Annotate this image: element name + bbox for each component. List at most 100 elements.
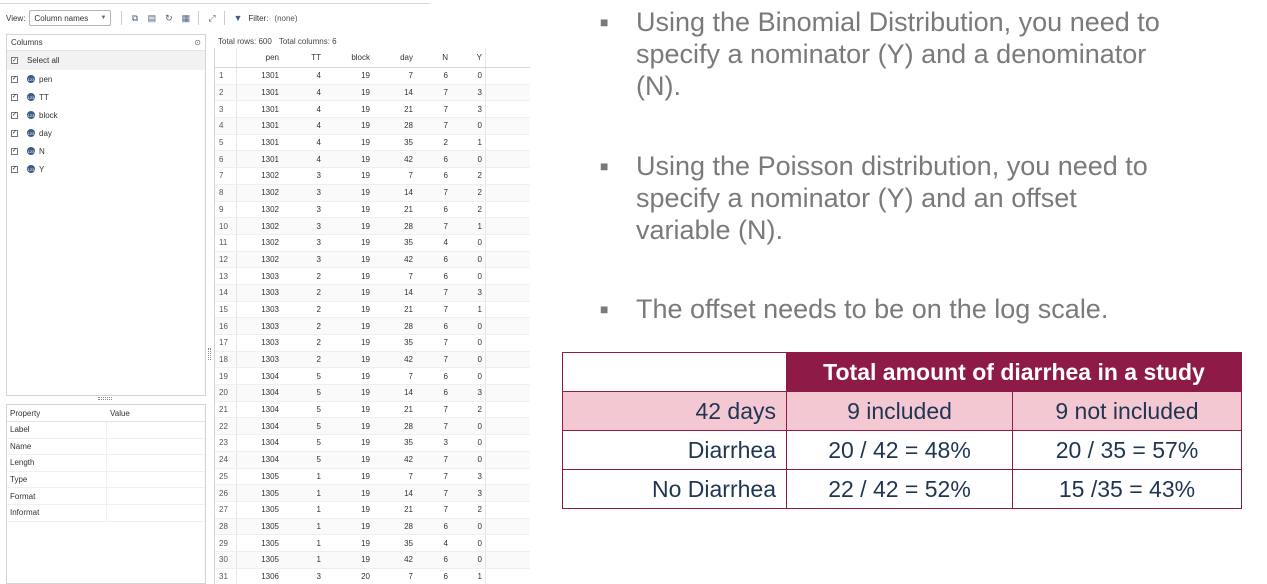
cell-day[interactable]: 35 bbox=[404, 438, 413, 448]
cell-tt[interactable]: 5 bbox=[316, 438, 321, 448]
cell-day[interactable]: 28 bbox=[404, 521, 413, 531]
cell-tt[interactable]: 5 bbox=[316, 405, 321, 415]
cell-n[interactable]: 7 bbox=[443, 288, 448, 298]
cell-tt[interactable]: 5 bbox=[316, 388, 321, 398]
cell-y[interactable]: 0 bbox=[477, 355, 482, 365]
cell-block[interactable]: 19 bbox=[361, 371, 370, 381]
cell-y[interactable]: 2 bbox=[477, 505, 482, 515]
cell-y[interactable]: 1 bbox=[477, 304, 482, 314]
row-number[interactable]: 25 bbox=[215, 468, 237, 485]
cell-pen[interactable]: 1303 bbox=[261, 321, 279, 331]
cell-pen[interactable]: 1304 bbox=[261, 421, 279, 431]
cell-block[interactable]: 19 bbox=[361, 154, 370, 164]
row-number[interactable]: 11 bbox=[215, 234, 237, 251]
cell-tt[interactable]: 3 bbox=[316, 221, 321, 231]
cell-block[interactable]: 19 bbox=[361, 488, 370, 498]
cell-n[interactable]: 4 bbox=[443, 238, 448, 248]
column-item-n[interactable]: ✓ 123 N bbox=[7, 142, 205, 160]
cell-day[interactable]: 28 bbox=[404, 421, 413, 431]
cell-block[interactable]: 19 bbox=[361, 505, 370, 515]
cell-tt[interactable]: 4 bbox=[316, 154, 321, 164]
cell-y[interactable]: 2 bbox=[477, 405, 482, 415]
cell-pen[interactable]: 1301 bbox=[261, 138, 279, 148]
cell-tt[interactable]: 1 bbox=[316, 505, 321, 515]
cell-block[interactable]: 19 bbox=[361, 421, 370, 431]
row-number[interactable]: 19 bbox=[215, 368, 237, 385]
cell-y[interactable]: 3 bbox=[477, 288, 482, 298]
cell-day[interactable]: 35 bbox=[404, 138, 413, 148]
cell-day[interactable]: 42 bbox=[404, 555, 413, 565]
cell-y[interactable]: 0 bbox=[477, 254, 482, 264]
table-row[interactable]: 29 1305 1 19 35 4 0 bbox=[215, 535, 530, 552]
cell-tt[interactable]: 2 bbox=[316, 338, 321, 348]
row-number[interactable]: 17 bbox=[215, 335, 237, 351]
cell-n[interactable]: 7 bbox=[443, 88, 448, 98]
cell-tt[interactable]: 4 bbox=[316, 121, 321, 131]
table-row[interactable]: 5 1301 4 19 35 2 1 bbox=[215, 134, 530, 152]
cell-day[interactable]: 28 bbox=[404, 221, 413, 231]
cell-tt[interactable]: 4 bbox=[316, 88, 321, 98]
row-number[interactable]: 12 bbox=[215, 251, 237, 268]
cell-day[interactable]: 7 bbox=[408, 271, 413, 281]
cell-block[interactable]: 19 bbox=[361, 71, 370, 81]
cell-y[interactable]: 2 bbox=[477, 204, 482, 214]
cell-y[interactable]: 0 bbox=[477, 555, 482, 565]
cell-tt[interactable]: 5 bbox=[316, 421, 321, 431]
row-number[interactable]: 26 bbox=[215, 485, 237, 501]
cell-pen[interactable]: 1301 bbox=[261, 71, 279, 81]
cell-n[interactable]: 7 bbox=[443, 338, 448, 348]
cell-block[interactable]: 19 bbox=[361, 271, 370, 281]
table-row[interactable]: 26 1305 1 19 14 7 3 bbox=[215, 485, 530, 502]
column-item-tt[interactable]: ✓ 123 TT bbox=[7, 88, 205, 106]
cell-n[interactable]: 6 bbox=[443, 71, 448, 81]
cell-pen[interactable]: 1302 bbox=[261, 188, 279, 198]
cell-n[interactable]: 7 bbox=[443, 505, 448, 515]
cell-y[interactable]: 0 bbox=[477, 321, 482, 331]
cell-day[interactable]: 7 bbox=[408, 471, 413, 481]
cell-block[interactable]: 19 bbox=[361, 204, 370, 214]
cell-n[interactable]: 7 bbox=[443, 455, 448, 465]
cell-pen[interactable]: 1302 bbox=[261, 171, 279, 181]
table-row[interactable]: 18 1303 2 19 42 7 0 bbox=[215, 351, 530, 369]
row-number[interactable]: 21 bbox=[215, 401, 237, 418]
cell-day[interactable]: 7 bbox=[408, 571, 413, 581]
cell-day[interactable]: 42 bbox=[404, 154, 413, 164]
cell-pen[interactable]: 1301 bbox=[261, 154, 279, 164]
cell-block[interactable]: 19 bbox=[361, 221, 370, 231]
cell-y[interactable]: 1 bbox=[477, 571, 482, 581]
column-checkbox[interactable]: ✓ bbox=[11, 93, 18, 101]
cell-y[interactable]: 1 bbox=[477, 138, 482, 148]
cell-block[interactable]: 19 bbox=[361, 88, 370, 98]
cell-day[interactable]: 28 bbox=[404, 321, 413, 331]
cell-pen[interactable]: 1302 bbox=[261, 238, 279, 248]
cell-pen[interactable]: 1303 bbox=[261, 338, 279, 348]
row-number[interactable]: 6 bbox=[215, 151, 237, 168]
row-number[interactable]: 10 bbox=[215, 218, 237, 234]
cell-y[interactable]: 0 bbox=[477, 438, 482, 448]
cell-pen[interactable]: 1302 bbox=[261, 221, 279, 231]
cell-day[interactable]: 7 bbox=[408, 71, 413, 81]
column-header-y[interactable]: Y bbox=[476, 53, 482, 62]
column-header-tt[interactable]: TT bbox=[311, 53, 321, 62]
cell-pen[interactable]: 1302 bbox=[261, 204, 279, 214]
cell-n[interactable]: 6 bbox=[443, 321, 448, 331]
cell-pen[interactable]: 1303 bbox=[261, 304, 279, 314]
row-number[interactable]: 7 bbox=[215, 168, 237, 184]
cell-n[interactable]: 3 bbox=[443, 438, 448, 448]
cell-pen[interactable]: 1304 bbox=[261, 438, 279, 448]
cell-day[interactable]: 21 bbox=[404, 104, 413, 114]
row-number[interactable]: 8 bbox=[215, 184, 237, 201]
cell-block[interactable]: 19 bbox=[361, 471, 370, 481]
cell-y[interactable]: 0 bbox=[477, 538, 482, 548]
table-row[interactable]: 24 1304 5 19 42 7 0 bbox=[215, 451, 530, 469]
table-row[interactable]: 28 1305 1 19 28 6 0 bbox=[215, 518, 530, 536]
options-icon[interactable]: ⊙ bbox=[194, 38, 201, 47]
column-checkbox[interactable]: ✓ bbox=[11, 111, 18, 119]
table-row[interactable]: 9 1302 3 19 21 6 2 bbox=[215, 201, 530, 219]
row-number[interactable]: 29 bbox=[215, 535, 237, 551]
table-row[interactable]: 6 1301 4 19 42 6 0 bbox=[215, 151, 530, 169]
cell-tt[interactable]: 2 bbox=[316, 271, 321, 281]
row-number[interactable]: 30 bbox=[215, 551, 237, 568]
cell-pen[interactable]: 1301 bbox=[261, 104, 279, 114]
row-number[interactable]: 27 bbox=[215, 501, 237, 518]
